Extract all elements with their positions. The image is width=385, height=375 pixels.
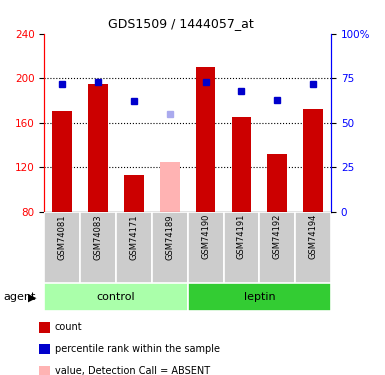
Bar <box>268 154 287 212</box>
Text: GSM74192: GSM74192 <box>273 214 282 260</box>
Bar <box>116 212 152 283</box>
Bar <box>152 212 188 283</box>
Text: GSM74190: GSM74190 <box>201 214 210 260</box>
Text: GSM74171: GSM74171 <box>129 214 139 260</box>
Bar <box>124 175 144 212</box>
Bar <box>44 283 188 311</box>
Text: value, Detection Call = ABSENT: value, Detection Call = ABSENT <box>55 366 210 375</box>
Bar <box>188 212 224 283</box>
Bar <box>52 111 72 212</box>
Bar <box>259 212 295 283</box>
Text: leptin: leptin <box>244 292 275 302</box>
Text: GSM74194: GSM74194 <box>309 214 318 260</box>
Text: GSM74081: GSM74081 <box>58 214 67 260</box>
Text: GSM74189: GSM74189 <box>165 214 174 260</box>
Bar <box>44 212 80 283</box>
Bar <box>160 162 180 212</box>
Bar <box>188 283 331 311</box>
Bar <box>80 212 116 283</box>
Text: ▶: ▶ <box>28 292 36 302</box>
Bar <box>303 110 323 212</box>
Bar <box>232 117 251 212</box>
Bar <box>224 212 259 283</box>
Text: GDS1509 / 1444057_at: GDS1509 / 1444057_at <box>108 17 254 30</box>
Bar <box>295 212 331 283</box>
Text: GSM74191: GSM74191 <box>237 214 246 260</box>
Bar <box>88 84 108 212</box>
Text: count: count <box>55 322 82 332</box>
Text: percentile rank within the sample: percentile rank within the sample <box>55 344 220 354</box>
Bar <box>196 67 216 212</box>
Text: GSM74083: GSM74083 <box>94 214 102 260</box>
Text: control: control <box>97 292 135 302</box>
Text: agent: agent <box>4 292 36 302</box>
